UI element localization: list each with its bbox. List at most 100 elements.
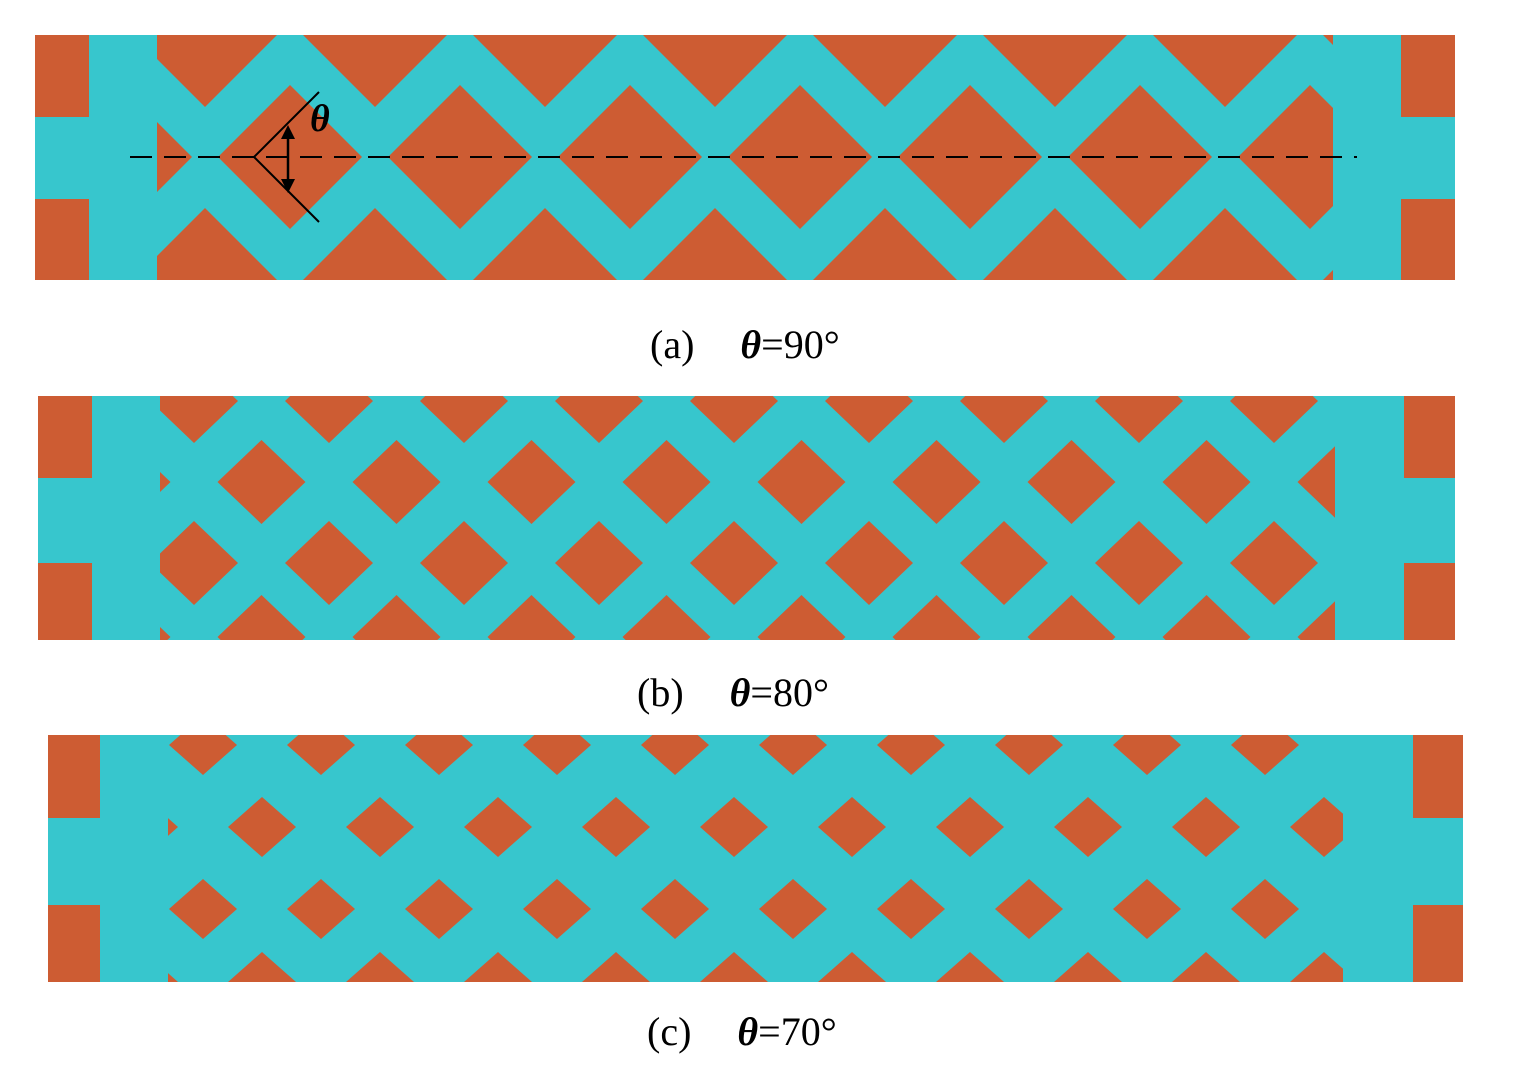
lattice-cell [759, 879, 827, 939]
lattice-cell [818, 797, 886, 857]
angle-arrow-head-up [281, 125, 295, 139]
corner-block [1401, 35, 1455, 117]
lattice-cell [936, 952, 1004, 982]
lattice-cell [169, 879, 237, 939]
lattice-cell [352, 595, 441, 640]
lattice-cell [160, 521, 238, 605]
caption-value: =70° [758, 1009, 837, 1054]
caption-value: =90° [761, 322, 840, 367]
lattice-cell [1238, 85, 1333, 229]
lattice-cell [690, 396, 778, 443]
lattice-panel-a [35, 35, 1455, 280]
lattice-cell [287, 735, 355, 775]
lattice-cell [487, 595, 576, 640]
panel-background [48, 735, 1463, 982]
angle-arrow-head-down [281, 179, 295, 193]
lattice-cell [1113, 879, 1181, 939]
lattice-cell [892, 440, 981, 524]
lattice-cell [1231, 735, 1299, 775]
lattice-cell [285, 396, 373, 443]
lattice-cell [1290, 952, 1343, 982]
lattice-cell [700, 952, 768, 982]
lattice-cell [1323, 270, 1333, 280]
orange-cells [160, 396, 1335, 640]
corner-block [1401, 199, 1455, 280]
orange-cells [168, 735, 1343, 982]
lattice-cell [157, 208, 277, 280]
lattice-cell [558, 85, 702, 229]
caption-symbol: θ [740, 322, 762, 367]
lattice-cell [405, 879, 473, 939]
lattice-panel-b [38, 396, 1455, 640]
caption-symbol: θ [737, 1009, 759, 1054]
lattice-cell [757, 595, 846, 640]
lattice-cell [960, 396, 1048, 443]
lattice-cell [825, 396, 913, 443]
corner-blocks [48, 735, 1463, 982]
corner-block [1404, 563, 1455, 640]
corner-block [48, 735, 100, 818]
lattice-cell [995, 879, 1063, 939]
corner-block [38, 563, 92, 640]
lattice-cell [303, 208, 447, 280]
lattice-cell [303, 35, 447, 107]
lattice-cell [1095, 521, 1183, 605]
lattice-cell [1297, 446, 1335, 518]
lattice-cell [420, 396, 508, 443]
lattice-cell [813, 208, 957, 280]
lattice-cell [1095, 396, 1183, 443]
lattice-cell [622, 440, 711, 524]
lattice-cell [995, 735, 1063, 775]
lattice-cell [169, 735, 237, 775]
corner-block [1413, 735, 1463, 818]
lattice-cell [818, 952, 886, 982]
caption-symbol: θ [729, 670, 751, 715]
panel-background [38, 396, 1455, 640]
lattice-cell [1230, 396, 1318, 443]
lattice-cell [228, 797, 296, 857]
lattice-cell [388, 85, 532, 229]
lattice-cell [346, 797, 414, 857]
lattice-cell [523, 879, 591, 939]
lattice-cell [1027, 595, 1116, 640]
corner-block [35, 35, 89, 117]
lattice-cell [1068, 85, 1212, 229]
lattice-cell [983, 35, 1127, 107]
corner-block [1404, 396, 1455, 478]
lattice-cell [877, 879, 945, 939]
lattice-cell [877, 735, 945, 775]
lattice-cell [352, 440, 441, 524]
lattice-cell [405, 735, 473, 775]
lattice-cell [346, 952, 414, 982]
lattice-cell [217, 595, 306, 640]
lattice-panel-c [48, 735, 1463, 982]
lattice-cell [1172, 952, 1240, 982]
lattice-cell [473, 35, 617, 107]
caption-value: =80° [750, 670, 829, 715]
lattice-cell [487, 440, 576, 524]
lattice-cell [555, 396, 643, 443]
lattice-cell [983, 208, 1127, 280]
lattice-cell [160, 396, 238, 443]
lattice-cell [960, 521, 1048, 605]
lattice-cell [218, 85, 362, 229]
lattice-cell [728, 85, 872, 229]
lattice-cell [1297, 601, 1335, 640]
corner-block [1413, 905, 1463, 982]
caption-label: (c) [647, 1009, 692, 1054]
lattice-cell [160, 471, 171, 493]
angle-annotation [253, 91, 320, 223]
lattice-cell [690, 521, 778, 605]
lattice-cell [160, 626, 171, 640]
lattice-cell [892, 595, 981, 640]
lattice-cell [555, 521, 643, 605]
orange-cells [157, 35, 1333, 280]
lattice-cell [582, 797, 650, 857]
lattice-cell [285, 521, 373, 605]
lattice-cell [1027, 440, 1116, 524]
lattice-cell [1113, 735, 1181, 775]
lattice-cell [825, 521, 913, 605]
lattice-cell [757, 440, 846, 524]
angle-arm-upper [253, 91, 320, 158]
caption-c: (c) θ=70° [647, 1012, 837, 1052]
